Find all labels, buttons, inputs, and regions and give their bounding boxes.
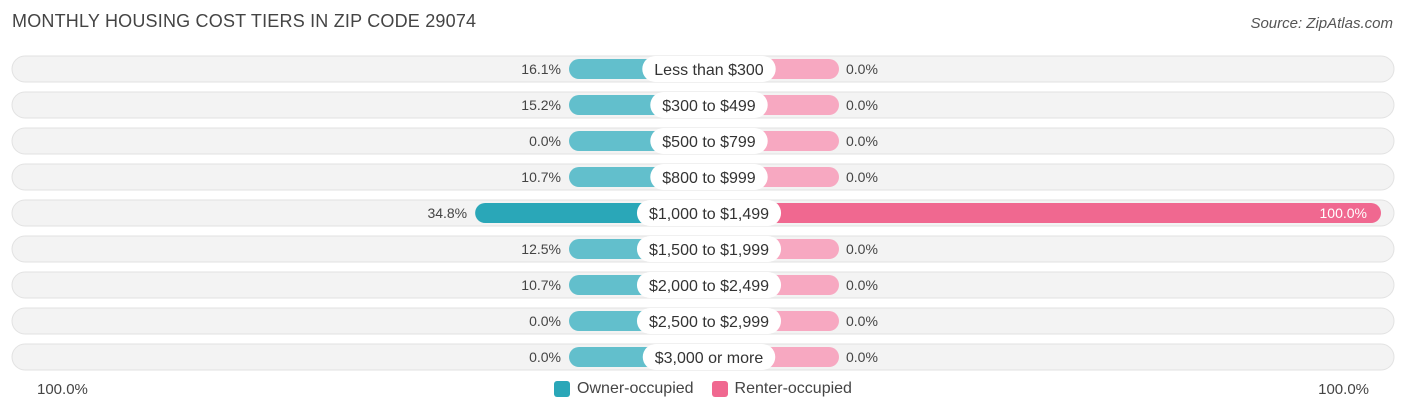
category-label: $2,000 to $2,499 [649, 278, 769, 295]
renter-value-label: 0.0% [846, 133, 878, 149]
chart-title: MONTHLY HOUSING COST TIERS IN ZIP CODE 2… [12, 11, 477, 31]
owner-value-label: 34.8% [427, 205, 467, 221]
legend-item-owner: Owner-occupied [554, 380, 694, 398]
renter-value-label: 100.0% [1320, 205, 1367, 221]
owner-value-label: 10.7% [521, 169, 561, 185]
source-label: Source: ZipAtlas.com [1250, 15, 1393, 32]
category-label: $1,500 to $1,999 [649, 242, 769, 259]
diverging-bar-chart: Less than $300 16.1% 0.0% $300 to $499 15.2%… [11, 55, 1395, 371]
renter-value-label: 0.0% [846, 61, 878, 77]
category-pill [642, 344, 776, 370]
renter-value-label: 0.0% [846, 313, 878, 329]
category-pill [642, 56, 776, 82]
category-pill [636, 236, 782, 262]
category-label: $500 to $799 [662, 134, 756, 151]
category-pill [636, 272, 782, 298]
category-label: $2,500 to $2,999 [649, 314, 769, 331]
renter-value-label: 0.0% [846, 241, 878, 257]
legend-item-renter: Renter-occupied [711, 380, 852, 398]
legend-label-owner: Owner-occupied [577, 380, 694, 397]
legend-swatch-owner [554, 381, 571, 397]
owner-value-label: 10.7% [521, 277, 561, 293]
renter-value-label: 0.0% [846, 97, 878, 113]
renter-value-label: 0.0% [846, 169, 878, 185]
category-label: Less than $300 [654, 62, 764, 79]
category-pill [650, 164, 768, 190]
category-label: $1,000 to $1,499 [649, 206, 769, 223]
owner-value-label: 12.5% [521, 241, 561, 257]
axis-right-label: 100.0% [1318, 381, 1369, 398]
owner-value-label: 15.2% [521, 97, 561, 113]
owner-value-label: 16.1% [521, 61, 561, 77]
renter-bar [709, 203, 1381, 223]
axis-left-label: 100.0% [37, 381, 88, 398]
renter-value-label: 0.0% [846, 349, 878, 365]
category-pill [650, 128, 768, 154]
owner-value-label: 0.0% [529, 133, 561, 149]
renter-value-label: 0.0% [846, 277, 878, 293]
category-pill [636, 200, 782, 226]
category-label: $800 to $999 [662, 170, 756, 187]
owner-value-label: 0.0% [529, 349, 561, 365]
category-pill [650, 92, 768, 118]
legend: Owner-occupied Renter-occupied [0, 380, 1406, 398]
category-label: $3,000 or more [655, 350, 764, 367]
owner-value-label: 0.0% [529, 313, 561, 329]
category-pill [636, 308, 782, 334]
legend-label-renter: Renter-occupied [734, 380, 852, 397]
category-label: $300 to $499 [662, 98, 756, 115]
legend-swatch-renter [711, 381, 728, 397]
